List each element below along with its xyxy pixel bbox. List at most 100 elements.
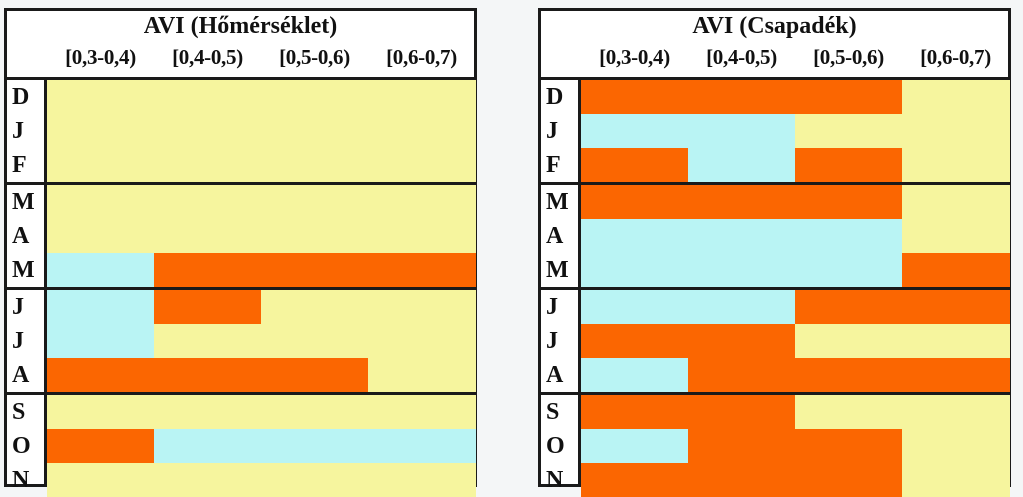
heatmap-cell	[688, 114, 795, 148]
row-label: O	[12, 433, 31, 459]
heatmap-cell	[47, 429, 154, 463]
heatmap-cell	[795, 358, 902, 392]
heatmap-cell	[261, 290, 368, 324]
heatmap-cell	[154, 395, 261, 429]
row-label: A	[12, 223, 30, 249]
row-label: A	[12, 362, 30, 388]
row-label-divider	[578, 80, 581, 484]
heatmap-cell	[688, 324, 795, 358]
heatmap-cell	[261, 253, 368, 287]
heatmap-cell	[581, 395, 688, 429]
row-label: J	[546, 294, 558, 320]
heatmap-cell	[47, 463, 154, 497]
column-header: [0,5-0,6)	[813, 45, 884, 69]
heatmap-cell	[47, 290, 154, 324]
row-label: J	[546, 328, 558, 354]
row-label: S	[12, 399, 26, 425]
heatmap-cell	[581, 463, 688, 497]
season-divider	[7, 287, 474, 290]
heatmap-cell	[154, 463, 261, 497]
heatmap-cell	[261, 429, 368, 463]
row-label: D	[546, 84, 564, 110]
heatmap-cell	[795, 290, 902, 324]
heatmap-cell	[902, 219, 1010, 253]
heatmap-cell	[261, 80, 368, 114]
heatmap-cell	[368, 219, 476, 253]
heatmap-cell	[795, 429, 902, 463]
heatmap-cell	[47, 395, 154, 429]
row-label: J	[12, 118, 24, 144]
heatmap-cell	[581, 80, 688, 114]
heatmap-cell	[154, 429, 261, 463]
heatmap-cell	[368, 324, 476, 358]
row-label: O	[546, 433, 565, 459]
heatmap-cell	[902, 463, 1010, 497]
heatmap-cell	[795, 253, 902, 287]
heatmap-cell	[154, 219, 261, 253]
column-header: [0,6-0,7)	[386, 45, 457, 69]
row-label: N	[546, 467, 564, 493]
heatmap-cell	[795, 219, 902, 253]
row-label: N	[12, 467, 30, 493]
column-header: [0,5-0,6)	[279, 45, 350, 69]
row-label: M	[546, 189, 569, 215]
chart-title: AVI (Csapadék)	[692, 13, 857, 39]
row-label: F	[546, 152, 561, 178]
heatmap-cell	[581, 358, 688, 392]
heatmap-cell	[261, 219, 368, 253]
row-label: F	[12, 152, 27, 178]
heatmap-cell	[795, 80, 902, 114]
heatmap-cell	[902, 429, 1010, 463]
heatmap-cell	[902, 253, 1010, 287]
season-divider	[7, 392, 474, 395]
heatmap-cell	[368, 358, 476, 392]
row-label: J	[12, 294, 24, 320]
heatmap-cell	[261, 148, 368, 182]
heatmap-cell	[261, 463, 368, 497]
heatmap-cell	[47, 253, 154, 287]
season-divider	[7, 182, 474, 185]
heatmap-cell	[261, 395, 368, 429]
row-label: M	[12, 189, 35, 215]
row-label: M	[546, 257, 569, 283]
heatmap-cell	[368, 253, 476, 287]
heatmap-cell	[581, 253, 688, 287]
heatmap-cell	[154, 358, 261, 392]
heatmap-cell	[902, 80, 1010, 114]
heatmap-cell	[154, 148, 261, 182]
heatmap-cell	[688, 463, 795, 497]
heatmap-cell	[154, 324, 261, 358]
heatmap-cell	[368, 395, 476, 429]
row-label: J	[546, 118, 558, 144]
heatmap-cell	[368, 290, 476, 324]
heatmap-cell	[795, 185, 902, 219]
row-label: J	[12, 328, 24, 354]
column-header: [0,3-0,4)	[65, 45, 136, 69]
heatmap-cell	[902, 324, 1010, 358]
heatmap-cell	[154, 290, 261, 324]
heatmap-cell	[368, 463, 476, 497]
heatmap-cell	[368, 148, 476, 182]
heatmap-cell	[154, 114, 261, 148]
heatmap-cell	[688, 358, 795, 392]
heatmap-cell	[688, 80, 795, 114]
heatmap-cell	[47, 358, 154, 392]
row-label: S	[546, 399, 560, 425]
heatmap-cell	[902, 148, 1010, 182]
heatmap-cell	[902, 290, 1010, 324]
heatmap-cell	[688, 429, 795, 463]
header-divider	[541, 77, 1008, 80]
heatmap-cell	[795, 463, 902, 497]
heatmap-cell	[261, 185, 368, 219]
row-label: A	[546, 362, 564, 388]
heatmap-cell	[902, 114, 1010, 148]
heatmap-cell	[688, 185, 795, 219]
heatmap-cell	[902, 395, 1010, 429]
column-header: [0,4-0,5)	[172, 45, 243, 69]
heatmap-cell	[368, 80, 476, 114]
heatmap-cell	[581, 324, 688, 358]
heatmap-cell	[795, 114, 902, 148]
heatmap-cell	[688, 253, 795, 287]
heatmap-cell	[368, 114, 476, 148]
heatmap-cell	[47, 80, 154, 114]
